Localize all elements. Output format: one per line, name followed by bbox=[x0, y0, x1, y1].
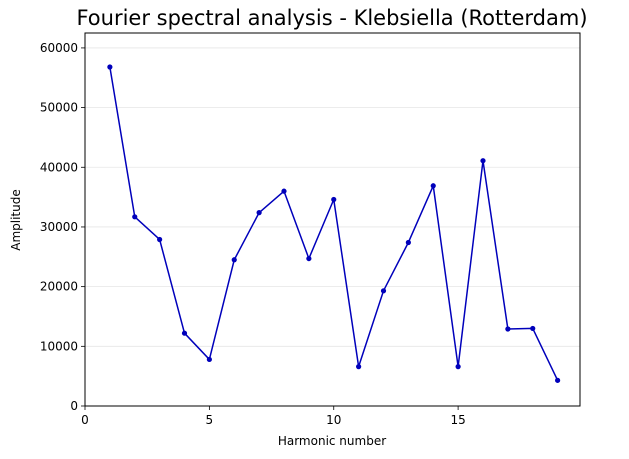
data-point-0-3 bbox=[181, 330, 188, 336]
x-tick-label-2: 10 bbox=[326, 413, 341, 427]
data-point-0-2 bbox=[157, 236, 163, 243]
data-point-0-13 bbox=[430, 183, 436, 189]
data-point-0-16 bbox=[505, 326, 511, 332]
x-axis-label: Harmonic number bbox=[278, 434, 386, 448]
data-point-0-0 bbox=[107, 64, 113, 70]
data-point-0-6 bbox=[256, 210, 262, 216]
y-tick-label-3: 30000 bbox=[40, 220, 78, 234]
y-tick-label-5: 50000 bbox=[40, 101, 78, 115]
y-axis-ticks: 0 10000 20000 30000 40000 50000 60000 bbox=[40, 41, 85, 413]
data-point-0-7 bbox=[281, 188, 287, 194]
data-point-0-12 bbox=[405, 239, 411, 246]
y-tick-label-4: 40000 bbox=[40, 160, 78, 174]
data-point-0-5 bbox=[231, 257, 237, 263]
data-point-0-9 bbox=[331, 196, 337, 203]
data-point-0-18 bbox=[555, 377, 561, 383]
y-axis-label: Amplitude bbox=[9, 189, 23, 251]
data-point-0-4 bbox=[206, 356, 212, 363]
grid-lines bbox=[85, 47, 580, 347]
plot-background bbox=[85, 33, 580, 406]
data-point-0-1 bbox=[132, 214, 138, 220]
data-point-0-15 bbox=[480, 158, 486, 164]
x-tick-label-1: 5 bbox=[206, 413, 214, 427]
y-tick-label-0: 0 bbox=[70, 399, 78, 413]
series-group bbox=[107, 64, 561, 383]
data-point-0-10 bbox=[356, 364, 362, 370]
data-point-0-11 bbox=[380, 288, 387, 294]
data-point-0-14 bbox=[455, 364, 461, 370]
chart-title: Fourier spectral analysis - Klebsiella (… bbox=[76, 6, 587, 30]
data-point-0-8 bbox=[306, 255, 312, 262]
y-tick-label-2: 20000 bbox=[40, 280, 78, 294]
plot-frame bbox=[84, 32, 581, 407]
y-tick-label-6: 60000 bbox=[40, 41, 78, 55]
x-tick-label-0: 0 bbox=[81, 413, 89, 427]
x-axis-ticks: 0 5 10 15 bbox=[81, 406, 466, 427]
data-point-0-17 bbox=[530, 325, 536, 332]
y-tick-label-1: 10000 bbox=[40, 339, 78, 353]
x-tick-label-3: 15 bbox=[450, 413, 465, 427]
